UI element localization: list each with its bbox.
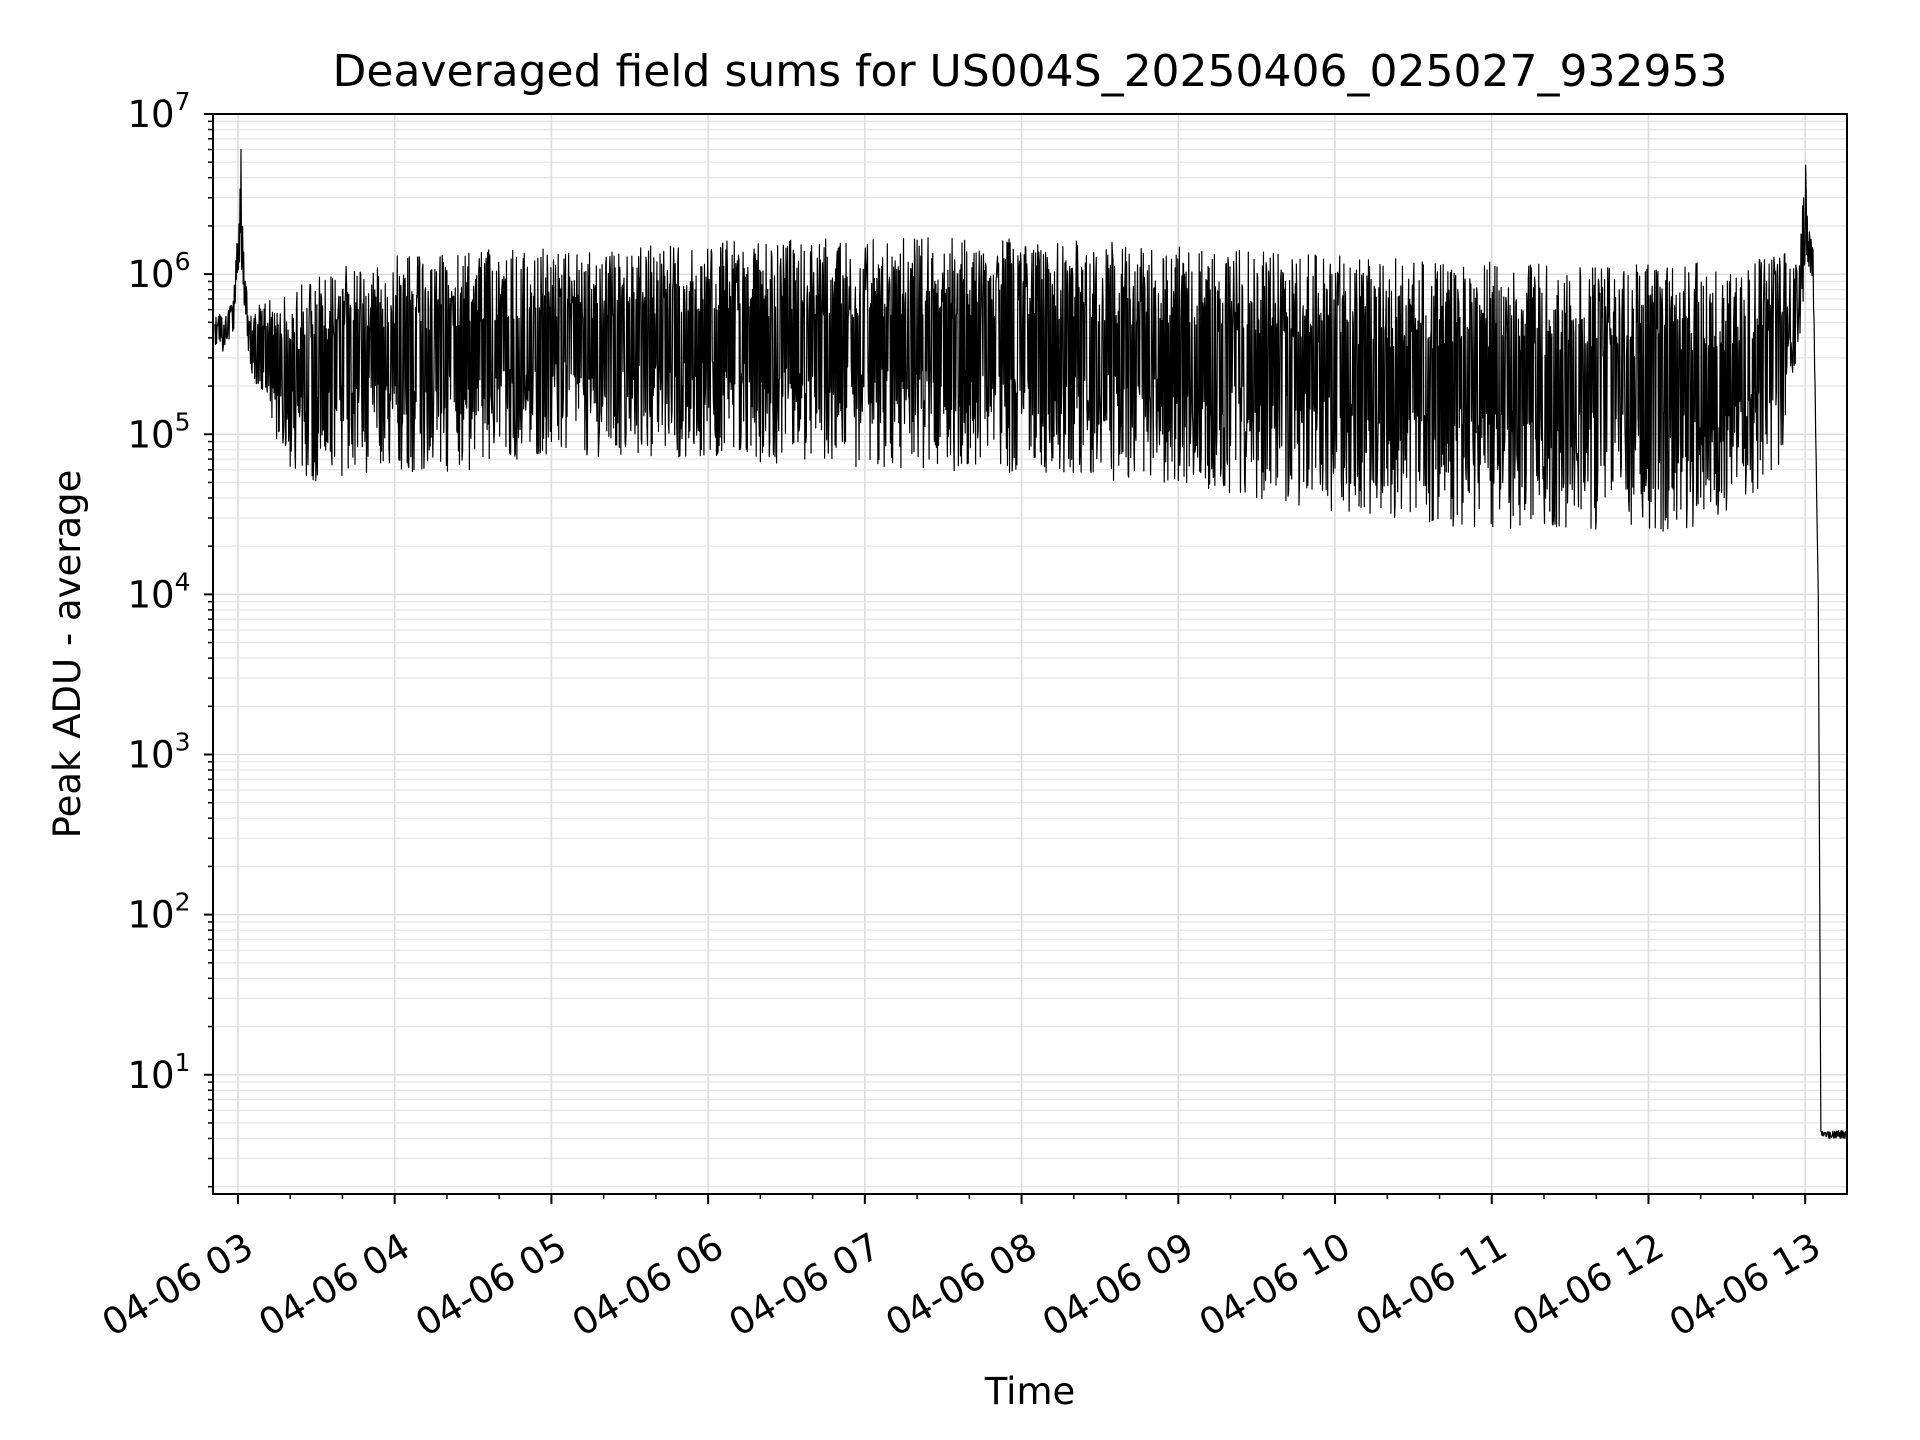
data-series-line (213, 148, 1848, 1139)
y-tick-label-exponent: 7 (175, 87, 191, 116)
y-tick-label-base: 10 (128, 1054, 175, 1097)
y-tick-label: 103 (128, 728, 191, 777)
x-tick-label: 04-06 05 (408, 1225, 574, 1345)
x-tick-label: 04-06 08 (879, 1225, 1045, 1345)
y-tick-label-exponent: 2 (175, 888, 191, 917)
y-tick-label-base: 10 (128, 734, 175, 777)
y-tick-label-base: 10 (128, 253, 175, 296)
chart-title: Deaveraged field sums for US004S_2025040… (333, 46, 1728, 97)
x-tick-label: 04-06 03 (95, 1225, 261, 1345)
y-tick-label-base: 10 (128, 93, 175, 136)
y-tick-label-base: 10 (128, 894, 175, 937)
y-tick-label: 106 (128, 247, 191, 296)
y-tick-label: 101 (128, 1048, 191, 1097)
y-tick-label: 107 (128, 87, 191, 136)
x-tick-label: 04-06 07 (722, 1225, 888, 1345)
x-tick-label: 04-06 09 (1035, 1225, 1201, 1345)
axes-frame (212, 113, 1848, 1195)
y-tick-label: 102 (128, 888, 191, 937)
y-tick-label-base: 10 (128, 573, 175, 616)
y-tick-label: 104 (128, 567, 191, 616)
x-tick-label: 04-06 10 (1192, 1225, 1358, 1345)
y-tick-label-exponent: 1 (175, 1048, 191, 1077)
series-layer (213, 148, 1848, 1139)
y-axis-label: Peak ADU - average (46, 470, 89, 839)
x-tick-label: 04-06 06 (565, 1225, 731, 1345)
y-tick-label-exponent: 5 (175, 407, 191, 436)
y-tick-label-base: 10 (128, 413, 175, 456)
x-axis-label: Time (984, 1370, 1076, 1413)
y-tick-label-exponent: 3 (175, 728, 191, 757)
y-tick-label-exponent: 6 (175, 247, 191, 276)
x-tick-label: 04-06 11 (1349, 1225, 1515, 1345)
y-tick-label: 105 (128, 407, 191, 456)
x-tick-label: 04-06 12 (1505, 1225, 1671, 1345)
y-tick-label-exponent: 4 (175, 567, 191, 596)
x-tick-label: 04-06 04 (252, 1225, 418, 1345)
x-tick-label: 04-06 13 (1662, 1225, 1828, 1345)
